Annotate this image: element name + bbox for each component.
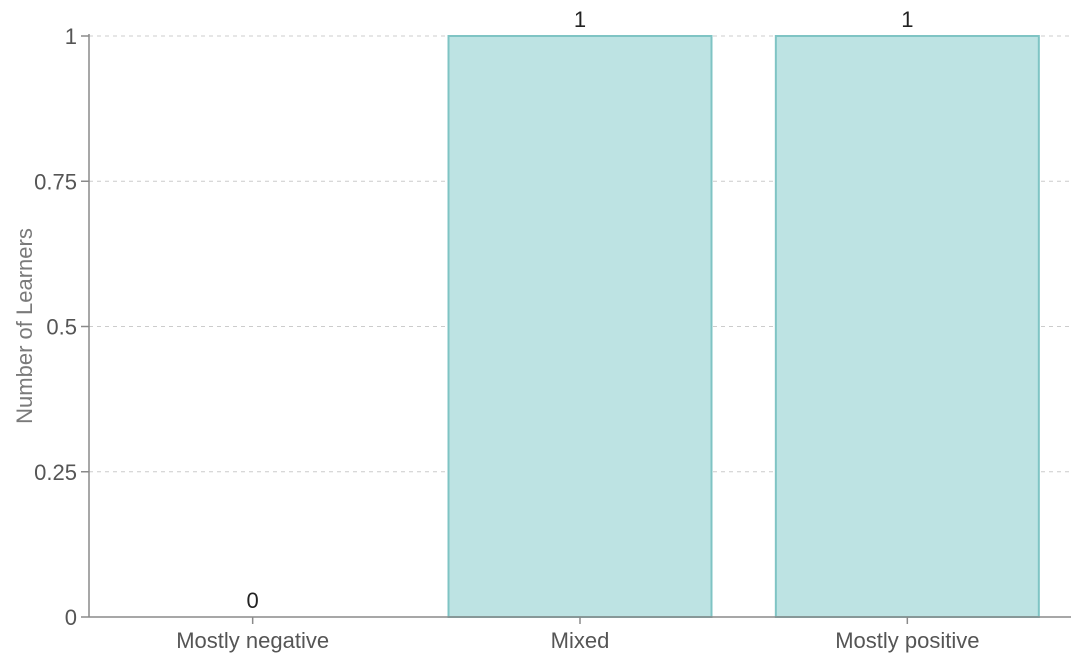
y-tick-labels: 0 0.25 0.5 0.75 1 — [34, 24, 77, 630]
data-label: 1 — [901, 7, 913, 32]
axes — [81, 34, 1071, 624]
data-label: 1 — [574, 7, 586, 32]
y-tick-label: 1 — [65, 24, 77, 49]
x-tick-label: Mostly positive — [835, 628, 979, 653]
bar — [447, 35, 713, 618]
bars — [447, 35, 1040, 618]
data-labels: 0 1 1 — [247, 7, 914, 613]
y-tick-label: 0.25 — [34, 460, 77, 485]
x-tick-label: Mixed — [551, 628, 610, 653]
y-axis-title: Number of Learners — [12, 228, 37, 424]
y-tick-label: 0.5 — [46, 315, 77, 340]
x-tick-label: Mostly negative — [176, 628, 329, 653]
bar — [774, 35, 1040, 618]
x-tick-labels: Mostly negative Mixed Mostly positive — [176, 628, 979, 653]
y-tick-label: 0.75 — [34, 169, 77, 194]
data-label: 0 — [247, 588, 259, 613]
y-tick-label: 0 — [65, 605, 77, 630]
